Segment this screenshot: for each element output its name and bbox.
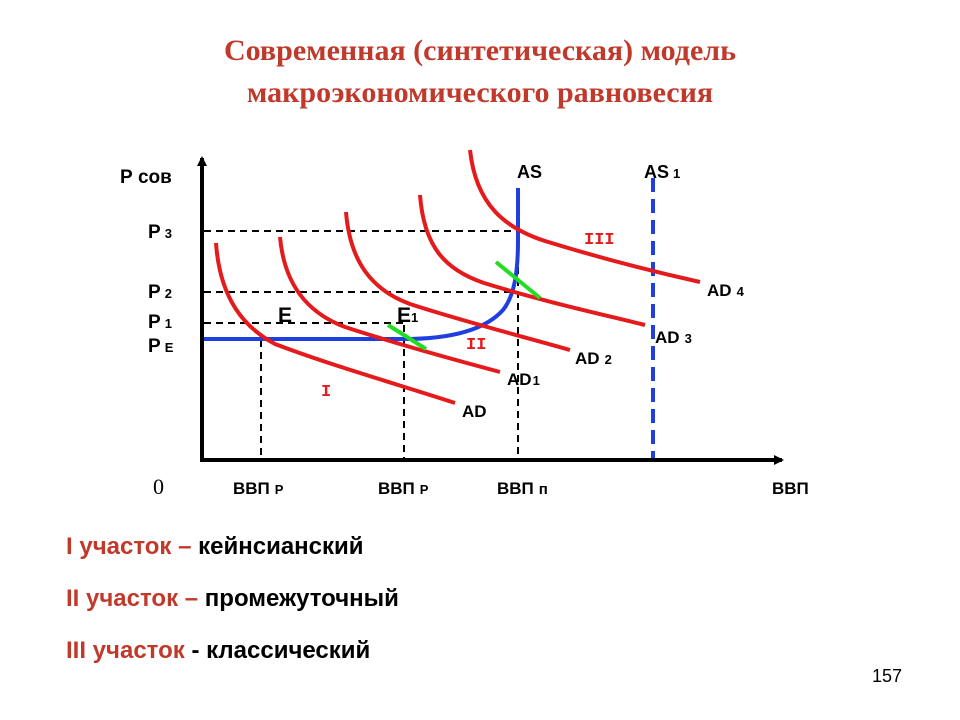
note-numeral: II xyxy=(66,585,80,612)
output-label-vbp-p: ВВП п xyxy=(497,479,548,498)
ad4-curve xyxy=(468,149,701,284)
as1-label: AS 1 xyxy=(644,162,680,182)
slide-title: Современная (синтетическая) модель макро… xyxy=(0,30,960,114)
output-label-vbp-r2: ВВП Р xyxy=(378,479,429,498)
note-dash: участок – xyxy=(72,533,192,560)
note-keynesian: I участок – кейнсианский xyxy=(66,530,399,582)
segment-label-iii: III xyxy=(584,231,615,250)
x-axis-label: ВВП xyxy=(772,479,809,498)
note-text: - классический xyxy=(184,637,371,664)
ad1-label: AD1 xyxy=(507,370,540,389)
page-number: 157 xyxy=(872,666,903,686)
legend-notes: I участок – кейнсианский II участок – пр… xyxy=(66,530,399,686)
origin-label: 0 xyxy=(153,474,164,499)
output-label-vbp-r1: ВВП Р xyxy=(233,479,284,498)
note-text: промежуточный xyxy=(198,585,399,612)
note-dash: участок – xyxy=(79,585,199,612)
ad-curve xyxy=(214,242,456,405)
ad1-curve xyxy=(278,236,501,374)
ad2-label: AD 2 xyxy=(575,349,612,368)
segment-label-i: I xyxy=(321,383,331,402)
ad-label: AD xyxy=(462,402,487,421)
ad4-label: AD 4 xyxy=(707,281,745,300)
title-line-2: макроэкономического равновесия xyxy=(246,76,714,109)
note-intermediate: II участок – промежуточный xyxy=(66,582,399,634)
ad3-label: AD 3 xyxy=(655,328,692,347)
note-numeral: III xyxy=(66,637,87,664)
note-numeral: I xyxy=(66,533,73,560)
title-line-1: Современная (синтетическая) модель xyxy=(224,34,736,67)
tangent-mark-e1 xyxy=(386,323,428,351)
ad3-curve xyxy=(418,194,646,327)
note-dash: участок xyxy=(86,637,185,664)
note-classical: III участок - классический xyxy=(66,634,399,686)
as-label: AS xyxy=(517,162,542,182)
point-e1-label: E1 xyxy=(397,304,418,327)
point-e-label: E xyxy=(278,304,292,327)
note-text: кейнсианский xyxy=(191,533,364,560)
segment-label-ii: II xyxy=(466,336,486,355)
y-axis-label: Р сов xyxy=(120,167,172,188)
ad2-curve xyxy=(344,211,571,352)
tangent-mark-upper xyxy=(494,260,542,300)
as-curve xyxy=(204,188,520,341)
